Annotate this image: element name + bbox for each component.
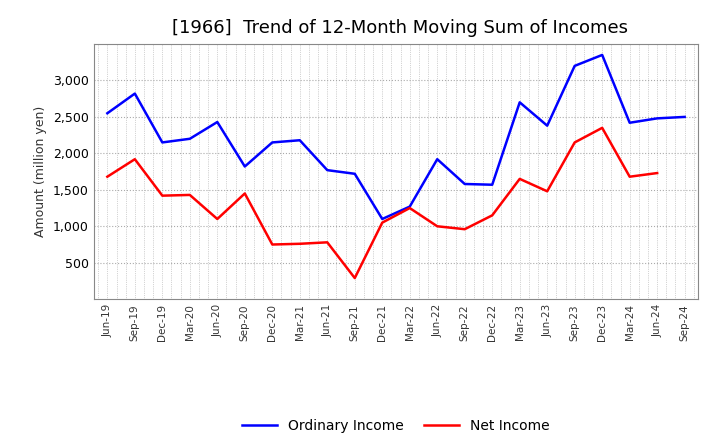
Net Income bbox=[653, 170, 662, 176]
Net Income bbox=[130, 157, 139, 162]
Net Income bbox=[543, 189, 552, 194]
Net Income bbox=[570, 140, 579, 145]
Net Income bbox=[158, 193, 166, 198]
Ordinary Income bbox=[543, 123, 552, 128]
Line: Net Income: Net Income bbox=[107, 128, 657, 278]
Legend: Ordinary Income, Net Income: Ordinary Income, Net Income bbox=[236, 413, 556, 438]
Net Income bbox=[598, 125, 606, 131]
Ordinary Income bbox=[570, 63, 579, 69]
Ordinary Income bbox=[626, 120, 634, 125]
Net Income bbox=[240, 191, 249, 196]
Line: Ordinary Income: Ordinary Income bbox=[107, 55, 685, 219]
Ordinary Income bbox=[103, 110, 112, 116]
Net Income bbox=[626, 174, 634, 180]
Ordinary Income bbox=[405, 204, 414, 209]
Ordinary Income bbox=[158, 140, 166, 145]
Ordinary Income bbox=[323, 168, 332, 173]
Net Income bbox=[516, 176, 524, 182]
Net Income bbox=[460, 227, 469, 232]
Ordinary Income bbox=[433, 157, 441, 162]
Ordinary Income bbox=[378, 216, 387, 222]
Net Income bbox=[405, 205, 414, 211]
Ordinary Income bbox=[186, 136, 194, 141]
Net Income bbox=[488, 213, 497, 218]
Net Income bbox=[295, 241, 304, 246]
Ordinary Income bbox=[488, 182, 497, 187]
Ordinary Income bbox=[240, 164, 249, 169]
Y-axis label: Amount (million yen): Amount (million yen) bbox=[35, 106, 48, 237]
Net Income bbox=[268, 242, 276, 247]
Ordinary Income bbox=[598, 52, 606, 58]
Text: [1966]  Trend of 12-Month Moving Sum of Incomes: [1966] Trend of 12-Month Moving Sum of I… bbox=[172, 19, 629, 37]
Ordinary Income bbox=[516, 100, 524, 105]
Net Income bbox=[433, 224, 441, 229]
Ordinary Income bbox=[680, 114, 689, 120]
Net Income bbox=[186, 192, 194, 198]
Ordinary Income bbox=[268, 140, 276, 145]
Net Income bbox=[323, 240, 332, 245]
Ordinary Income bbox=[295, 138, 304, 143]
Ordinary Income bbox=[213, 119, 222, 125]
Net Income bbox=[351, 275, 359, 281]
Ordinary Income bbox=[351, 171, 359, 176]
Net Income bbox=[378, 220, 387, 225]
Net Income bbox=[213, 216, 222, 222]
Ordinary Income bbox=[130, 91, 139, 96]
Ordinary Income bbox=[653, 116, 662, 121]
Net Income bbox=[103, 174, 112, 180]
Ordinary Income bbox=[460, 181, 469, 187]
